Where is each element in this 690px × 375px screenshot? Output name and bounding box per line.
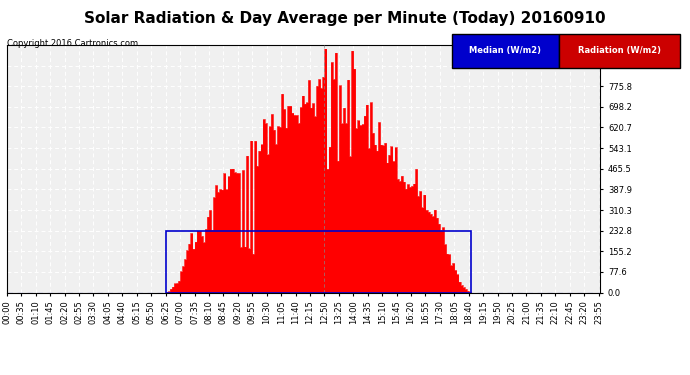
Text: Radiation (W/m2): Radiation (W/m2) (578, 46, 661, 55)
Text: Median (W/m2): Median (W/m2) (469, 46, 542, 55)
Text: Solar Radiation & Day Average per Minute (Today) 20160910: Solar Radiation & Day Average per Minute… (84, 11, 606, 26)
Text: Copyright 2016 Cartronics.com: Copyright 2016 Cartronics.com (7, 39, 138, 48)
Bar (166, 231, 471, 292)
